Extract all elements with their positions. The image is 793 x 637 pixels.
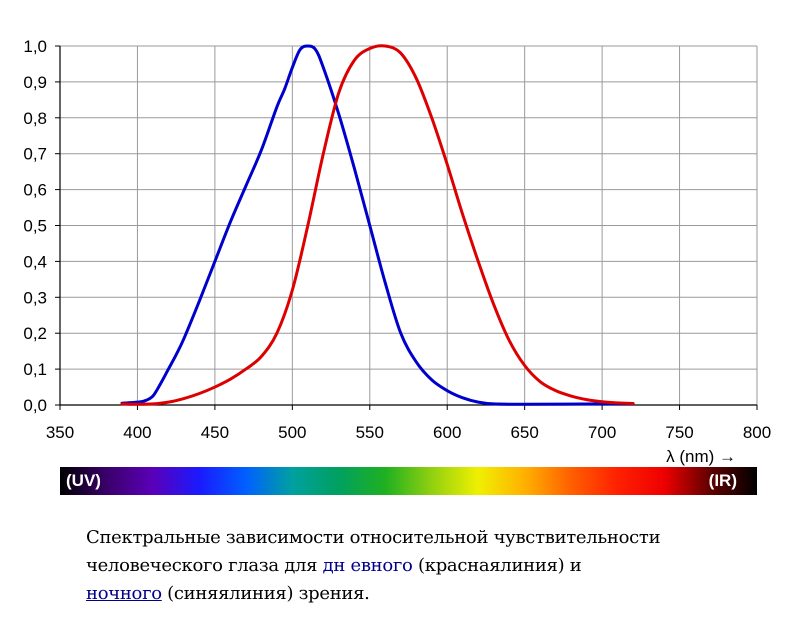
x-tick-label: 550 [356,423,384,442]
caption-text-3b: (синяялиния) зрения. [167,583,370,604]
x-tick-label: 800 [743,423,771,442]
x-tick-label: 400 [123,423,151,442]
caption-line-1: Спектральные зависимости относительной ч… [86,527,661,548]
x-tick-label: 500 [278,423,306,442]
caption-line-2: человеческого глаза для дн евного (красн… [86,552,746,580]
x-tick-label: 450 [201,423,229,442]
y-tick-label: 0,4 [23,252,47,271]
x-axis-label: λ (nm) → [666,447,736,466]
x-tick-label: 650 [510,423,538,442]
y-tick-label: 0,3 [23,288,47,307]
uv-label: (UV) [66,471,101,490]
y-tick-label: 0,1 [23,360,47,379]
day-vision-curve [120,44,635,406]
x-tick-label: 700 [588,423,616,442]
x-tick-label: 750 [665,423,693,442]
y-tick-label: 0,6 [23,181,47,200]
y-tick-label: 0,7 [23,145,47,164]
y-tick-label: 0,9 [23,73,47,92]
caption-text-2a: человеческого глаза для [86,555,318,576]
chart-axes [55,45,758,410]
y-tick-label: 1,0 [23,37,47,56]
visible-spectrum-bar: (UV) (IR) [60,467,757,495]
caption-text-2b: (краснаялиния) и [418,555,582,576]
caption-line-3: ночного (синяялиния) зрения. [86,580,746,608]
y-tick-label: 0,5 [23,217,47,236]
y-tick-label: 0,0 [23,396,47,415]
day-vision-link[interactable]: дн евного [322,555,413,576]
y-tick-label: 0,8 [23,109,47,128]
chart-series [120,44,635,406]
y-tick-label: 0,2 [23,324,47,343]
night-vision-link[interactable]: ночного [86,583,162,604]
x-tick-label: 350 [46,423,74,442]
figure-caption: Спектральные зависимости относительной ч… [86,524,746,608]
night-vision-curve [120,44,635,406]
x-tick-label: 600 [433,423,461,442]
sensitivity-chart: 350 400 450 500 550 600 650 700 750 800 0,0 0,1 0,2 0… [23,37,771,466]
chart-tick-labels: 350 400 450 500 550 600 650 700 750 800 0,0 0,1 0,2 0… [23,37,771,442]
ir-label: (IR) [708,471,737,490]
